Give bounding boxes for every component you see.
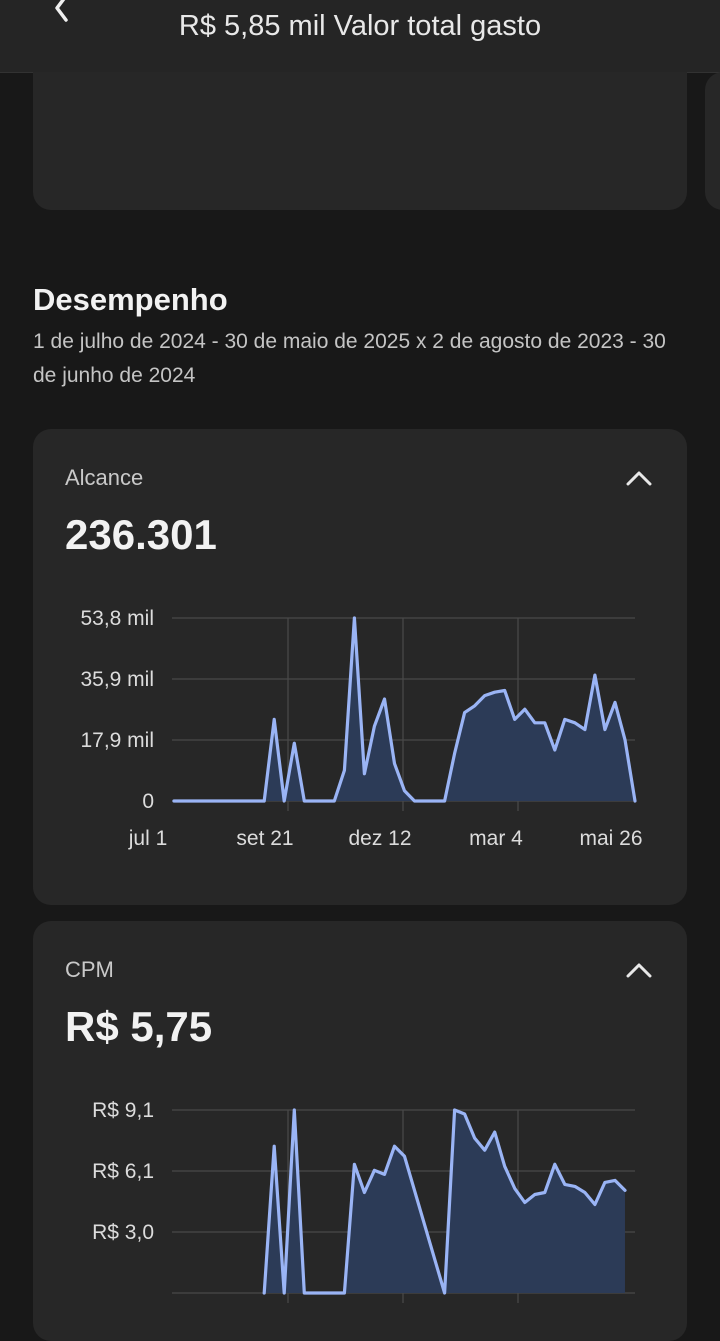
chevron-up-icon (626, 963, 652, 978)
back-button[interactable] (40, 0, 84, 30)
collapse-button[interactable] (621, 953, 657, 989)
x-tick-label: mai 26 (579, 827, 642, 850)
y-tick-label: 35,9 mil (80, 668, 154, 691)
reach-chart: 53,8 mil 35,9 mil 17,9 mil 0 jul 1 set 21 dez … (80, 607, 642, 850)
metric-value: R$ 5,75 (65, 1003, 213, 1050)
x-tick-label: dez 12 (348, 827, 411, 850)
y-tick-label: 53,8 mil (80, 607, 154, 630)
metric-card-reach[interactable]: Alcance 236.301 53,8 mil 35,9 mil 17,9 mil… (33, 429, 687, 905)
top-app-bar: R$ 5,85 mil Valor total gasto (0, 0, 720, 73)
y-tick-label: 17,9 mil (80, 729, 154, 752)
x-tick-label: mar 4 (469, 827, 523, 850)
metric-card-cpm[interactable]: CPM R$ 5,75 R$ 9,1 R$ 6,1 R$ 3,0 (33, 921, 687, 1341)
y-tick-label: R$ 9,1 (92, 1099, 154, 1122)
series-line (172, 616, 637, 803)
total-spent-subtitle: R$ 5,85 mil Valor total gasto (178, 10, 542, 42)
x-tick-label: set 21 (236, 827, 293, 850)
chevron-left-icon (55, 0, 68, 22)
collapse-button[interactable] (621, 461, 657, 497)
cpm-chart: R$ 9,1 R$ 6,1 R$ 3,0 (92, 1099, 635, 1303)
metric-label: CPM (65, 957, 114, 982)
adjacent-card-peek (705, 72, 720, 210)
y-tick-label: R$ 3,0 (92, 1221, 154, 1244)
section-title: Desempenho (33, 282, 228, 317)
previous-card (33, 72, 687, 210)
y-tick-label: 0 (142, 790, 154, 813)
series-area (264, 1110, 625, 1293)
x-tick-label: jul 1 (128, 827, 168, 850)
date-range-comparison: 1 de julho de 2024 - 30 de maio de 2025 … (33, 330, 666, 387)
y-tick-label: R$ 6,1 (92, 1160, 154, 1183)
metric-value: 236.301 (65, 511, 217, 558)
series-area (174, 618, 635, 801)
chevron-up-icon (626, 471, 652, 486)
metric-label: Alcance (65, 465, 144, 490)
